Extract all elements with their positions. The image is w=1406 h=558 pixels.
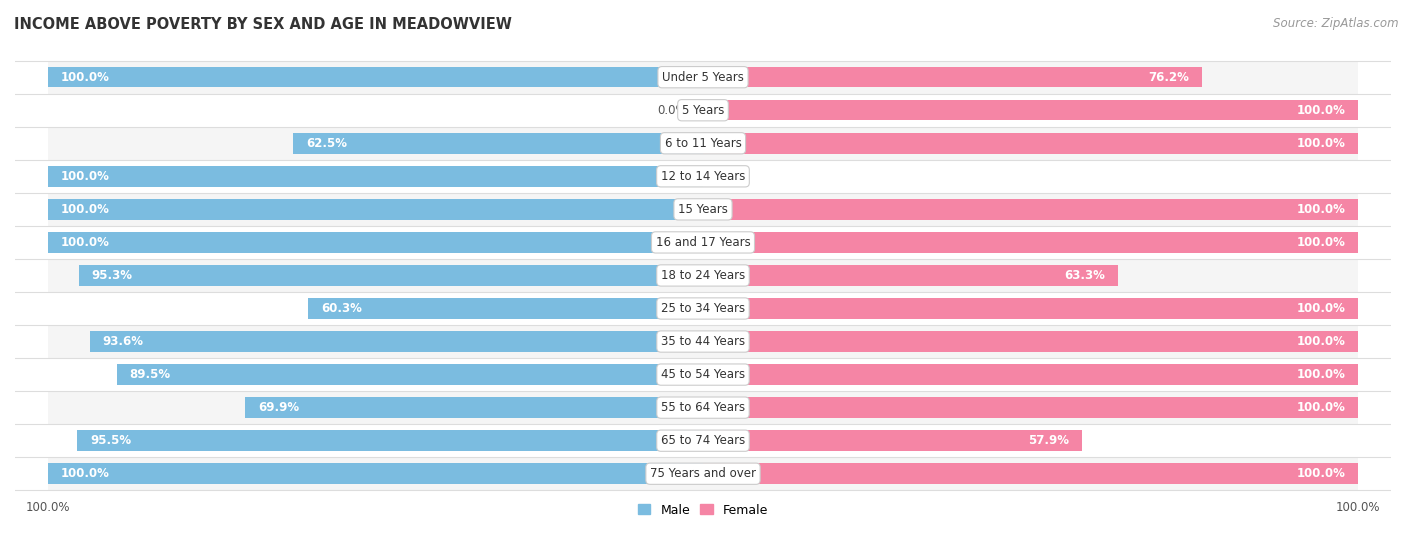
Bar: [48, 464, 703, 484]
Text: 100.0%: 100.0%: [60, 236, 110, 249]
Text: 95.5%: 95.5%: [90, 434, 132, 447]
Bar: [703, 199, 1358, 220]
Bar: [245, 397, 703, 418]
Bar: [308, 299, 703, 319]
Text: 100.0%: 100.0%: [1296, 335, 1346, 348]
Text: 100.0%: 100.0%: [1296, 368, 1346, 381]
Bar: [48, 232, 703, 253]
FancyBboxPatch shape: [48, 127, 1358, 160]
Text: 100.0%: 100.0%: [1296, 104, 1346, 117]
Text: 55 to 64 Years: 55 to 64 Years: [661, 401, 745, 414]
Text: 100.0%: 100.0%: [60, 467, 110, 480]
Bar: [703, 133, 1358, 153]
Bar: [294, 133, 703, 153]
Bar: [117, 364, 703, 385]
FancyBboxPatch shape: [48, 193, 1358, 226]
Bar: [703, 299, 1358, 319]
Text: 57.9%: 57.9%: [1028, 434, 1070, 447]
Text: 18 to 24 Years: 18 to 24 Years: [661, 269, 745, 282]
Bar: [703, 464, 1358, 484]
Text: 89.5%: 89.5%: [129, 368, 170, 381]
FancyBboxPatch shape: [48, 391, 1358, 424]
FancyBboxPatch shape: [48, 292, 1358, 325]
Text: 60.3%: 60.3%: [321, 302, 361, 315]
Text: 93.6%: 93.6%: [103, 335, 143, 348]
Text: 6 to 11 Years: 6 to 11 Years: [665, 137, 741, 150]
Text: INCOME ABOVE POVERTY BY SEX AND AGE IN MEADOWVIEW: INCOME ABOVE POVERTY BY SEX AND AGE IN M…: [14, 17, 512, 32]
Text: 35 to 44 Years: 35 to 44 Years: [661, 335, 745, 348]
Bar: [703, 67, 1202, 88]
Text: 100.0%: 100.0%: [1296, 236, 1346, 249]
Text: 25 to 34 Years: 25 to 34 Years: [661, 302, 745, 315]
FancyBboxPatch shape: [48, 94, 1358, 127]
FancyBboxPatch shape: [48, 61, 1358, 94]
Text: 5 Years: 5 Years: [682, 104, 724, 117]
Text: 100.0%: 100.0%: [60, 203, 110, 216]
Bar: [90, 331, 703, 352]
Text: 12 to 14 Years: 12 to 14 Years: [661, 170, 745, 183]
Text: Under 5 Years: Under 5 Years: [662, 71, 744, 84]
Text: Source: ZipAtlas.com: Source: ZipAtlas.com: [1274, 17, 1399, 30]
FancyBboxPatch shape: [48, 424, 1358, 457]
Text: 100.0%: 100.0%: [60, 71, 110, 84]
Text: 0.0%: 0.0%: [657, 104, 686, 117]
Legend: Male, Female: Male, Female: [633, 499, 773, 522]
Text: 100.0%: 100.0%: [1296, 302, 1346, 315]
Text: 100.0%: 100.0%: [1296, 467, 1346, 480]
Text: 65 to 74 Years: 65 to 74 Years: [661, 434, 745, 447]
Bar: [48, 67, 703, 88]
FancyBboxPatch shape: [48, 226, 1358, 259]
Text: 75 Years and over: 75 Years and over: [650, 467, 756, 480]
Text: 100.0%: 100.0%: [1296, 137, 1346, 150]
Text: 100.0%: 100.0%: [60, 170, 110, 183]
Text: 100.0%: 100.0%: [1296, 203, 1346, 216]
Bar: [703, 331, 1358, 352]
Text: 0.0%: 0.0%: [720, 170, 749, 183]
Text: 63.3%: 63.3%: [1064, 269, 1105, 282]
Text: 45 to 54 Years: 45 to 54 Years: [661, 368, 745, 381]
Text: 62.5%: 62.5%: [307, 137, 347, 150]
Text: 69.9%: 69.9%: [259, 401, 299, 414]
Bar: [703, 100, 1358, 121]
Bar: [77, 430, 703, 451]
Text: 100.0%: 100.0%: [1296, 401, 1346, 414]
Bar: [703, 265, 1118, 286]
Bar: [703, 430, 1083, 451]
Text: 15 Years: 15 Years: [678, 203, 728, 216]
Bar: [703, 232, 1358, 253]
FancyBboxPatch shape: [48, 457, 1358, 490]
FancyBboxPatch shape: [48, 325, 1358, 358]
FancyBboxPatch shape: [48, 259, 1358, 292]
FancyBboxPatch shape: [48, 358, 1358, 391]
Text: 16 and 17 Years: 16 and 17 Years: [655, 236, 751, 249]
Text: 76.2%: 76.2%: [1149, 71, 1189, 84]
Bar: [48, 199, 703, 220]
Bar: [703, 397, 1358, 418]
Bar: [48, 166, 703, 186]
FancyBboxPatch shape: [48, 160, 1358, 193]
Text: 95.3%: 95.3%: [91, 269, 132, 282]
Bar: [79, 265, 703, 286]
Bar: [703, 364, 1358, 385]
